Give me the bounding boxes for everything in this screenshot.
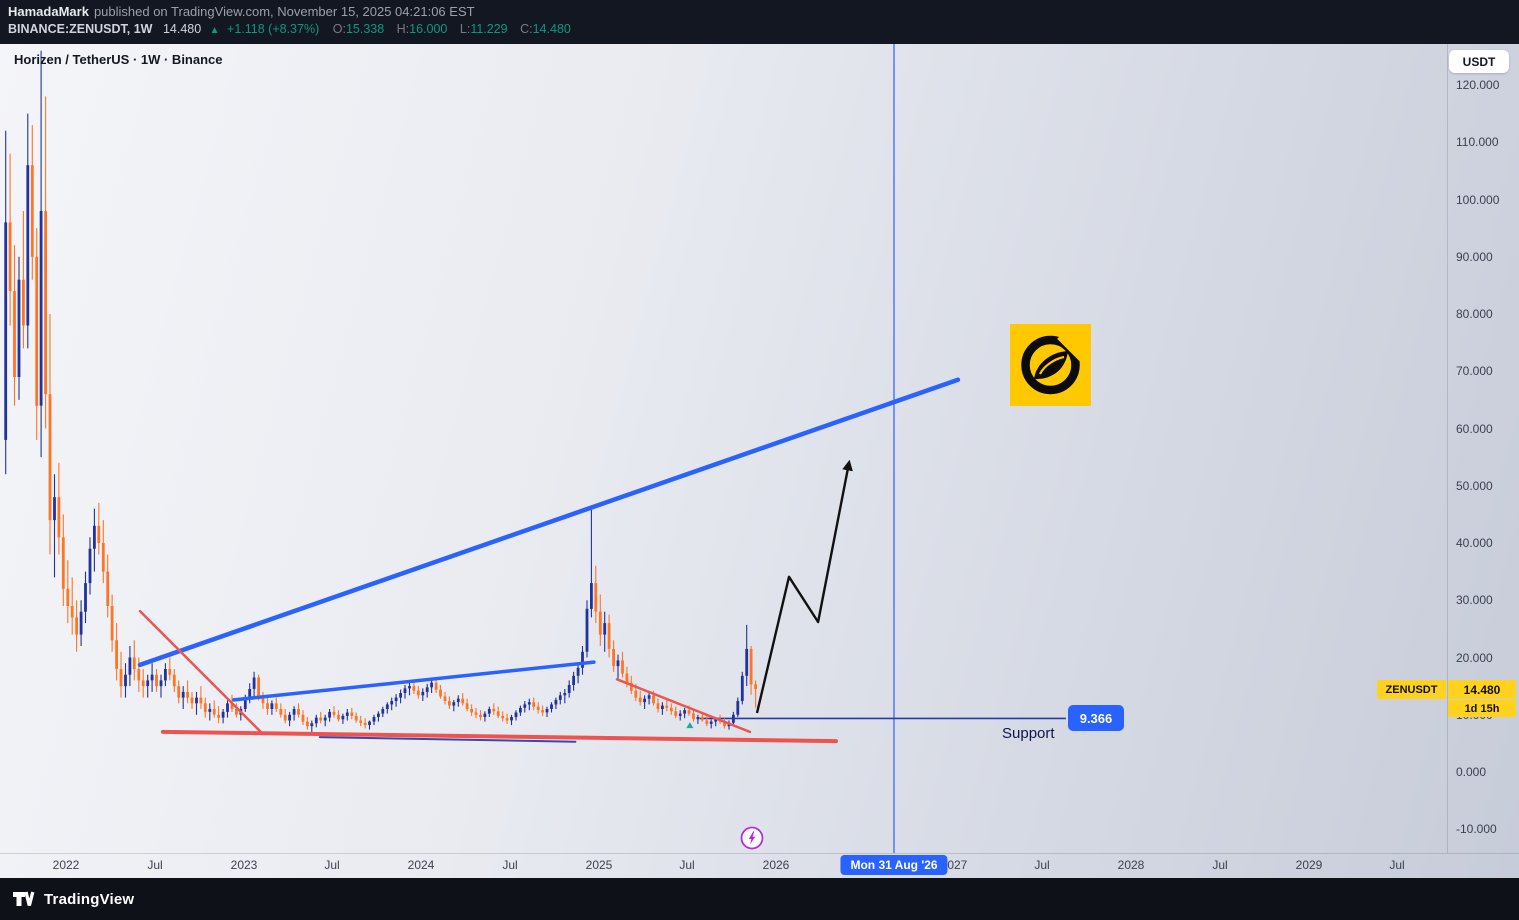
- time-tick-label: Jul: [324, 858, 340, 872]
- author-name: HamadaMark: [8, 4, 89, 19]
- chart-legend-title: Horizen / TetherUS · 1W · Binance: [14, 52, 223, 67]
- time-scale[interactable]: 2022 Jul 2023 Jul 2024 Jul 2025 Jul 2026 2027 Jul 2…: [0, 853, 1519, 878]
- time-tick-label: 2028: [1117, 858, 1145, 872]
- time-tick-label: Jul: [1389, 858, 1405, 872]
- time-tick-label: Jul: [502, 858, 518, 872]
- flash-icon[interactable]: [740, 826, 764, 850]
- high-label: H:: [396, 22, 410, 36]
- close-label: C:: [520, 22, 533, 36]
- time-tick-label: Jul: [1034, 858, 1050, 872]
- price-tick-label: -10.000: [1456, 822, 1497, 837]
- axis-symbol-badge: ZENUSDT: [1377, 680, 1446, 699]
- tradingview-brand-text[interactable]: TradingView: [44, 890, 135, 908]
- support-price-label[interactable]: 9.366: [1068, 705, 1124, 731]
- time-tick-label: 2025: [585, 858, 613, 872]
- time-tick-label: 2022: [52, 858, 80, 872]
- symbol-name: BINANCE:ZENUSDT, 1W: [8, 22, 153, 36]
- publish-info: HamadaMark published on TradingView.com, …: [8, 4, 475, 19]
- price-tick-label: 120.000: [1456, 78, 1500, 92]
- low-label: L:: [459, 22, 471, 36]
- price-tick-label: 30.000: [1456, 593, 1493, 608]
- tradingview-logo-icon[interactable]: [12, 887, 36, 911]
- price-tick-label: 80.000: [1456, 307, 1493, 321]
- horizen-logo: [1010, 324, 1091, 406]
- footer-bar: TradingView: [0, 878, 1519, 920]
- high-value: 16.000: [409, 22, 448, 36]
- price-tick-label: 20.000: [1456, 650, 1493, 665]
- time-tick-label: Jul: [1212, 858, 1228, 872]
- price-scale[interactable]: 120.000 110.000 100.000 90.000 80.000 70.000 6…: [1447, 44, 1519, 853]
- low-value: 11.229: [470, 22, 508, 36]
- open-label: O:: [332, 22, 346, 36]
- time-tick-label: 2029: [1295, 858, 1323, 872]
- time-tick-label: 2026: [762, 858, 790, 872]
- time-tick-label: 2023: [230, 858, 258, 872]
- symbol-ohlc-row: BINANCE:ZENUSDT, 1W 14.480 ▲ +1.118 (+8.…: [8, 22, 580, 36]
- vertical-line-date-badge: Mon 31 Aug '26: [840, 855, 948, 875]
- price-tick-label: 110.000: [1456, 135, 1499, 150]
- price-change: +1.118 (+8.37%): [227, 22, 320, 36]
- price-tick-label: 90.000: [1456, 249, 1493, 264]
- price-tick-label: 40.000: [1456, 536, 1493, 550]
- published-text: published on TradingView.com, November 1…: [93, 4, 475, 19]
- support-annotation-text: Support: [1002, 725, 1055, 742]
- price-tick-label: 0.000: [1456, 765, 1487, 779]
- axis-countdown-badge: 1d 15h: [1448, 700, 1516, 717]
- open-value: 15.338: [345, 22, 385, 36]
- close-value: 14.480: [532, 22, 571, 36]
- time-tick-label: 2024: [407, 858, 435, 872]
- price-tick-label: 100.000: [1456, 192, 1500, 207]
- time-tick-label: Jul: [147, 858, 163, 872]
- axis-last-price-badge: 14.480: [1448, 680, 1516, 699]
- publish-header: HamadaMark published on TradingView.com, …: [0, 0, 1519, 44]
- horizen-logo-icon: [1021, 333, 1085, 395]
- price-tick-label: 70.000: [1456, 364, 1493, 379]
- price-tick-label: 50.000: [1456, 478, 1493, 493]
- time-tick-label: Jul: [679, 858, 695, 872]
- last-price: 14.480: [162, 22, 202, 36]
- up-arrow-icon: ▲: [209, 25, 220, 36]
- price-tick-label: 60.000: [1456, 421, 1493, 436]
- currency-toggle-button[interactable]: USDT: [1449, 50, 1509, 73]
